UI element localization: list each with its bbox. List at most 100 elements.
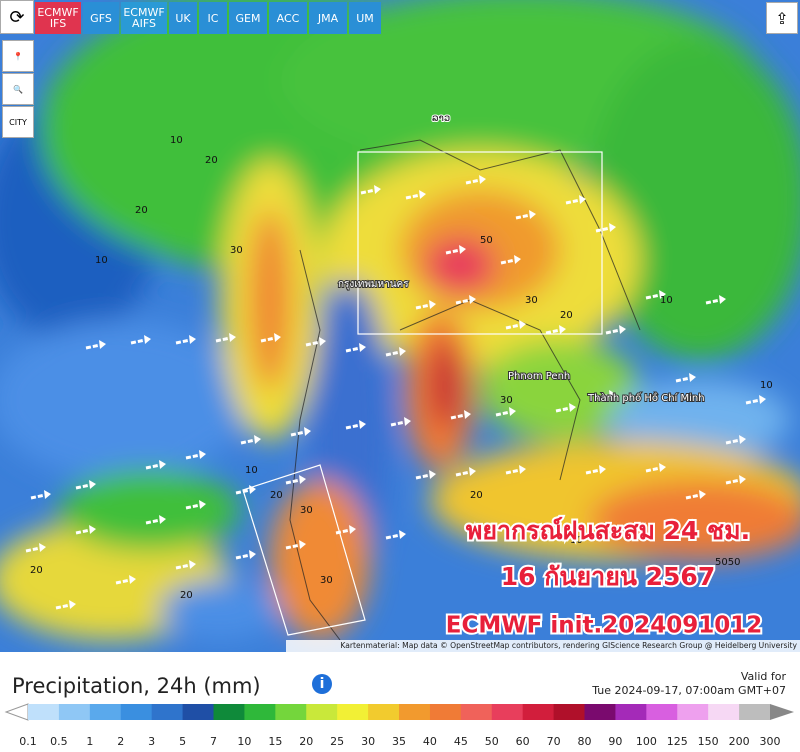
legend-swatch (151, 704, 184, 720)
wind-arrow-head (659, 463, 666, 472)
contour-label: 20 (270, 490, 283, 501)
legend-end (4, 703, 29, 721)
wind-arrow (235, 488, 251, 495)
highlight-box (242, 464, 366, 636)
wind-arrow-head (374, 185, 381, 194)
legend-tick-label: 60 (516, 735, 530, 748)
wind-arrow-head (144, 335, 151, 344)
wind-arrow (565, 198, 581, 205)
wind-arrow (415, 303, 431, 310)
wind-arrow (605, 328, 621, 335)
wind-arrow (55, 603, 71, 610)
wind-arrow-head (229, 333, 236, 342)
model-tab[interactable]: GEM (229, 2, 267, 34)
contour-label: 10 (570, 535, 583, 546)
legend-tick-label: 100 (636, 735, 657, 748)
locate-button[interactable]: 📍 (2, 40, 34, 72)
contour-label: 20 (180, 590, 193, 601)
wind-arrow-head (599, 465, 606, 474)
wind-arrow (445, 248, 461, 255)
wind-arrow (360, 188, 376, 195)
wind-arrow-head (274, 333, 281, 342)
wind-arrow-head (159, 515, 166, 524)
legend-swatch (275, 704, 307, 720)
wind-arrow (30, 493, 46, 500)
info-button[interactable]: i (312, 674, 332, 694)
city-button[interactable]: CITY (2, 106, 34, 138)
wind-arrow (645, 293, 661, 300)
wind-arrow-head (609, 390, 616, 399)
wind-arrow (25, 546, 41, 553)
wind-arrow (260, 336, 276, 343)
refresh-button[interactable]: ⟳ (0, 0, 34, 34)
wind-arrow-head (399, 530, 406, 539)
wind-arrow-head (559, 325, 566, 334)
wind-arrow-head (464, 410, 471, 419)
contour-label: 30 (525, 295, 538, 306)
wind-arrow-head (469, 467, 476, 476)
wind-arrow-head (404, 417, 411, 426)
share-button[interactable]: ⇪ (766, 2, 798, 34)
wind-arrow-head (199, 450, 206, 459)
legend-tick-label: 35 (392, 735, 406, 748)
wind-arrow-head (619, 325, 626, 334)
model-tab[interactable]: UK (169, 2, 197, 34)
wind-arrow (235, 553, 251, 560)
legend-swatch (120, 704, 153, 720)
legend-swatch (58, 704, 91, 720)
wind-arrow (685, 493, 701, 500)
wind-arrow-head (479, 175, 486, 184)
model-tab[interactable]: UM (349, 2, 381, 34)
contour-label: 20 (30, 565, 43, 576)
contour-label: 10 (245, 465, 258, 476)
wind-arrow (290, 430, 306, 437)
legend-tick-label: 5 (179, 735, 186, 748)
wind-arrow-head (299, 540, 306, 549)
wind-arrow (415, 473, 431, 480)
model-tab[interactable]: ACC (269, 2, 307, 34)
wind-arrow (215, 336, 231, 343)
wind-arrow (500, 258, 516, 265)
model-tab[interactable]: ECMWF AIFS (121, 2, 167, 34)
wind-arrow-head (304, 427, 311, 436)
model-tab[interactable]: IC (199, 2, 227, 34)
wind-arrow (385, 533, 401, 540)
zoom-button[interactable]: 🔍 (2, 73, 34, 105)
overlay: พยากรณ์ฝนสะสม 24 ชม. 16 กันยายน 2567 ECM… (444, 514, 764, 641)
attribution: Kartenmaterial: Map data © OpenStreetMap… (340, 641, 797, 650)
map: 10 20 10 30 20 10 20 30 50 30 20 10 30 20 10 30 20 5050 10… (0, 0, 800, 652)
wind-arrow-head (759, 395, 766, 404)
wind-arrow (175, 338, 191, 345)
wind-arrow-head (299, 475, 306, 484)
wind-arrow-head (399, 347, 406, 356)
wind-arrow-head (699, 490, 706, 499)
wind-arrow-head (529, 210, 536, 219)
wind-arrow-head (429, 470, 436, 479)
model-tab[interactable]: GFS (83, 2, 119, 34)
legend-end (770, 704, 794, 720)
place-label: ລາວ (432, 113, 450, 124)
model-tab[interactable]: JMA (309, 2, 347, 34)
wind-arrow-head (99, 340, 106, 349)
wind-arrow (345, 346, 361, 353)
legend-swatch (368, 704, 400, 720)
wind-arrow-head (719, 295, 726, 304)
wind-arrow (645, 466, 661, 473)
contour-label: 30 (320, 575, 333, 586)
legend-tick-label: 20 (299, 735, 313, 748)
legend-tick-label: 80 (578, 735, 592, 748)
wind-arrow (455, 470, 471, 477)
model-tab[interactable]: ECMWF IFS (35, 2, 81, 34)
contour-label: 30 (500, 395, 513, 406)
wind-arrow (705, 298, 721, 305)
contour-label: 20 (470, 490, 483, 501)
wind-arrow-head (739, 475, 746, 484)
wind-arrow (285, 478, 301, 485)
precip-field (0, 0, 800, 640)
legend-tick-label: 1 (86, 735, 93, 748)
wind-arrow-head (429, 300, 436, 309)
legend-swatch (646, 704, 678, 720)
wind-arrow-head (459, 245, 466, 254)
contour-label: 50 (480, 235, 493, 246)
